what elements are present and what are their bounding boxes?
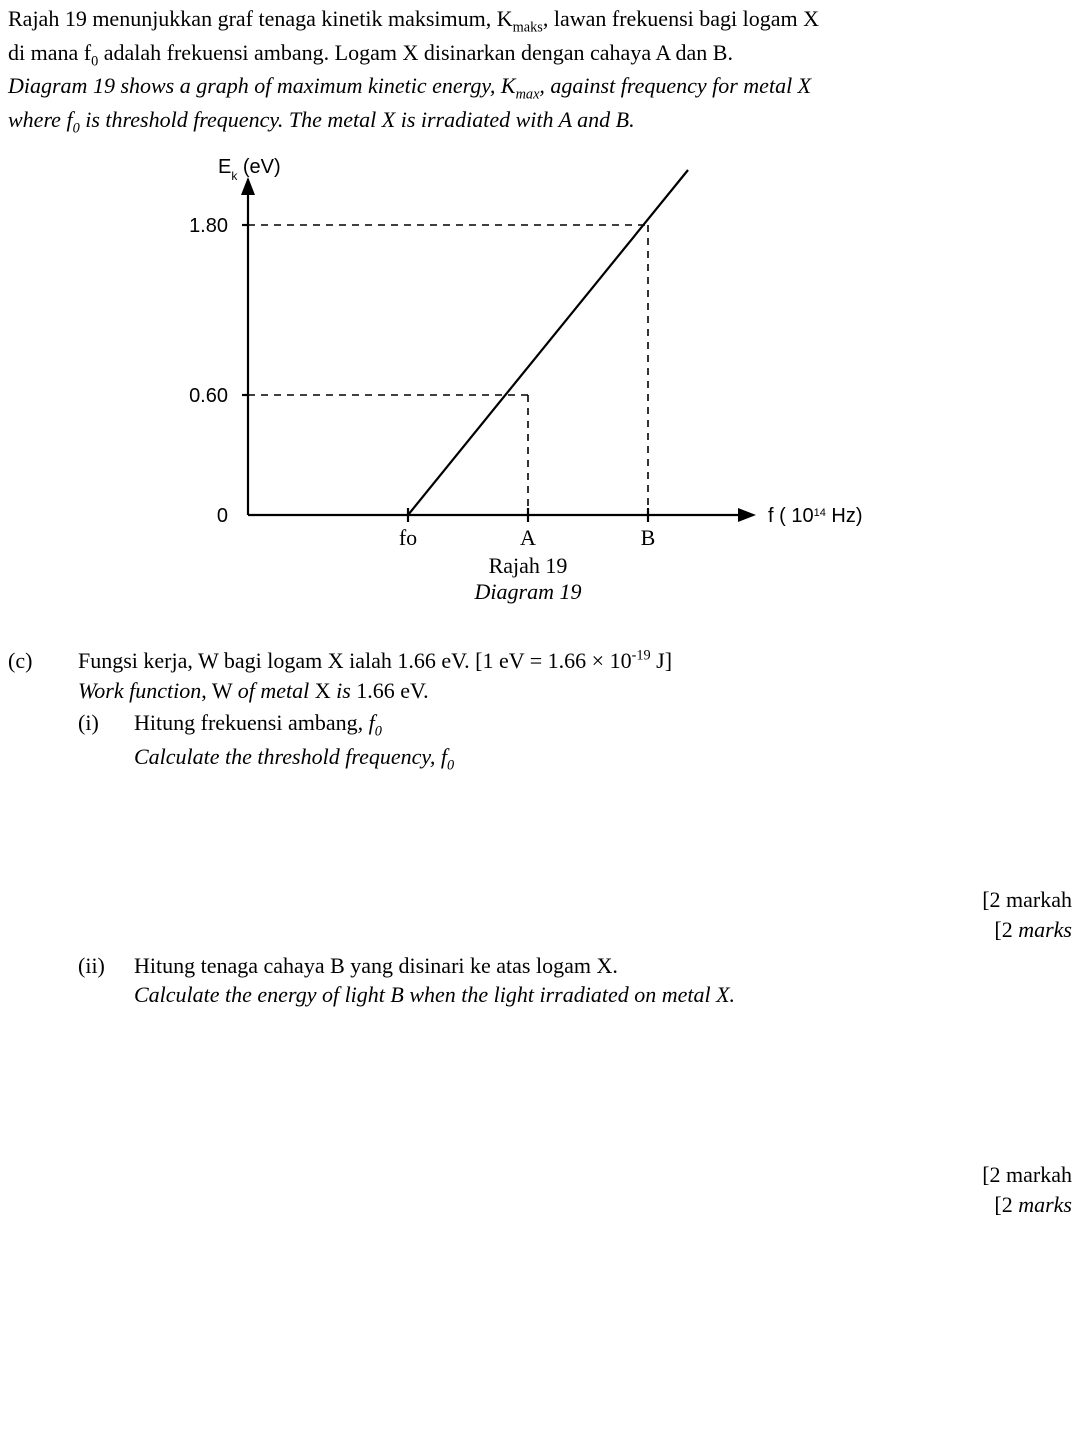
- intro-l4a: where f: [8, 107, 73, 132]
- svg-text:1.80: 1.80: [189, 215, 228, 237]
- intro-l3a: Diagram 19 shows a graph of maximum kine…: [8, 73, 516, 98]
- c-line2: Work function, W of metal X is 1.66 eV.: [78, 676, 1072, 706]
- diagram-19: 1.80 0.60 0 fo A B Ek (eV) f ( 1014 Hz) Rajah 19…: [8, 145, 1072, 623]
- marks-c-i: [2 markah [2 marks: [78, 885, 1072, 944]
- question-c-ii: (ii) Hitung tenaga cahaya B yang disinar…: [78, 951, 1072, 1010]
- intro-l2b: adalah frekuensi ambang. Logam X disinar…: [98, 40, 733, 65]
- question-c: (c) Fungsi kerja, W bagi logam X ialah 1…: [8, 646, 1072, 1219]
- svg-text:0.60: 0.60: [189, 385, 228, 407]
- svg-text:Ek (eV): Ek (eV): [218, 156, 281, 183]
- intro-l2a: di mana f: [8, 40, 91, 65]
- intro-l1-sub: maks: [513, 19, 543, 35]
- intro-l1a: Rajah 19 menunjukkan graf tenaga kinetik…: [8, 6, 513, 31]
- intro-paragraph: Rajah 19 menunjukkan graf tenaga kinetik…: [8, 4, 1072, 139]
- svg-text:f ( 1014 Hz): f ( 1014 Hz): [768, 505, 863, 527]
- marks-c-ii: [2 markah [2 marks: [78, 1160, 1072, 1219]
- c-line1: Fungsi kerja, W bagi logam X ialah 1.66 …: [78, 646, 1072, 676]
- intro-l1b: , lawan frekuensi bagi logam X: [543, 6, 819, 31]
- intro-l4-sub: 0: [73, 120, 80, 136]
- body-c-ii: Hitung tenaga cahaya B yang disinari ke …: [134, 951, 1072, 1010]
- question-c-i: (i) Hitung frekuensi ambang, f0 Calculat…: [78, 708, 1072, 775]
- svg-text:Rajah 19: Rajah 19: [489, 553, 568, 578]
- intro-l3b: , against frequency for metal X: [539, 73, 811, 98]
- tag-c-i: (i): [78, 708, 134, 775]
- intro-l3-sub: max: [516, 87, 540, 103]
- intro-l4b: is threshold frequency. The metal X is i…: [80, 107, 635, 132]
- svg-text:Diagram 19: Diagram 19: [474, 579, 582, 604]
- svg-text:B: B: [641, 525, 656, 550]
- tag-c-ii: (ii): [78, 951, 134, 1010]
- svg-text:fo: fo: [399, 525, 417, 550]
- tag-c: (c): [8, 646, 78, 1219]
- svg-text:0: 0: [217, 505, 228, 527]
- body-c-i: Hitung frekuensi ambang, f0 Calculate th…: [134, 708, 1072, 775]
- body-c: Fungsi kerja, W bagi logam X ialah 1.66 …: [78, 646, 1072, 1219]
- chart-svg: 1.80 0.60 0 fo A B Ek (eV) f ( 1014 Hz) Rajah 19…: [8, 145, 908, 615]
- svg-text:A: A: [520, 525, 536, 550]
